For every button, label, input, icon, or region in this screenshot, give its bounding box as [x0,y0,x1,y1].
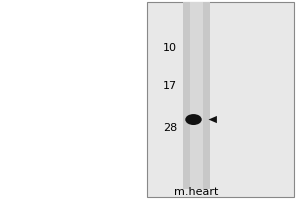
Text: 10: 10 [163,43,177,53]
Bar [147,2,294,197]
Bar [183,2,210,189]
Bar [190,2,203,189]
Text: 28: 28 [163,123,177,133]
Text: m.heart: m.heart [174,187,219,197]
Ellipse shape [185,114,202,125]
Polygon shape [208,116,217,123]
Text: 17: 17 [163,81,177,91]
